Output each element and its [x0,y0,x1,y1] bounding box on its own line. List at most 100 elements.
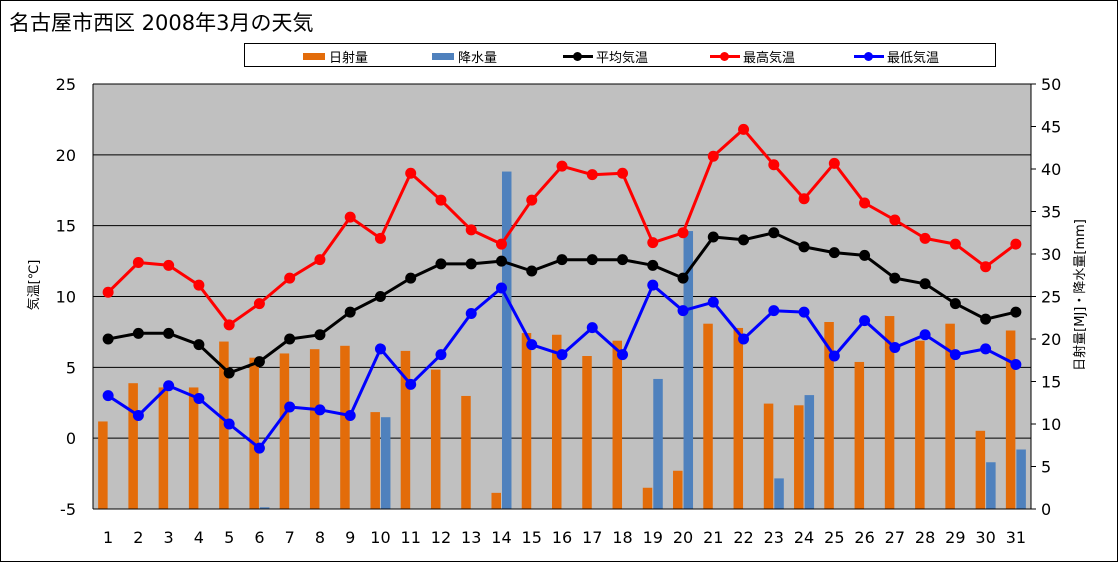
x-tick-label: 3 [164,528,174,547]
min-temp-point [132,410,144,421]
x-tick-label: 25 [824,528,844,547]
avg-temp-point [314,329,326,341]
avg-temp-point [980,313,992,325]
y-left-tick-label: -5 [60,500,76,519]
max-temp-point [949,238,961,250]
max-temp-point [647,237,659,249]
solar-bar [794,405,804,509]
solar-bar [945,323,955,509]
solar-bar [249,357,259,509]
solar-bar [975,430,986,509]
min-temp-point [253,442,265,454]
rain-bar [1016,449,1026,509]
solar-bar [703,323,713,509]
x-tick-label: 19 [643,528,663,547]
legend-swatch-avg-temp [563,51,593,61]
solar-bar [400,350,411,509]
x-tick-label: 13 [461,528,481,547]
avg-temp-point [677,272,689,284]
min-temp-point [859,315,871,327]
avg-temp-point [1010,306,1022,318]
solar-bar [612,340,623,509]
min-temp-point [314,404,326,416]
avg-temp-point [828,247,840,259]
max-temp-point [253,298,265,310]
max-temp-point [798,193,810,205]
rain-bar [774,478,784,509]
max-temp-point [465,224,477,236]
avg-temp-point [193,339,205,351]
y-right-tick-label: 20 [1041,330,1061,349]
rain-bar [259,507,270,509]
avg-temp-point [919,278,931,290]
avg-temp-point [435,258,447,270]
y-right-tick-label: 10 [1041,415,1061,434]
max-temp-point [556,160,568,172]
avg-temp-point [284,333,296,345]
y-right-tick-label: 50 [1041,75,1061,94]
x-tick-label: 18 [612,528,632,547]
rain-bar [380,417,391,509]
min-temp-point [102,390,114,402]
legend: 日射量 降水量 平均気温 最高気温 最低気温 [244,43,996,67]
max-temp-point [344,211,356,223]
min-temp-point [526,339,538,351]
x-tick-label: 27 [885,528,905,547]
x-tick-label: 9 [345,528,355,547]
x-tick-label: 5 [224,528,234,547]
min-temp-point [677,305,689,317]
max-temp-point [1010,238,1022,250]
y-left-tick-label: 5 [66,358,76,377]
min-temp-point [495,282,507,294]
min-temp-point [284,401,296,413]
solar-bar [128,383,138,509]
min-temp-point [193,393,205,404]
legend-label-solar: 日射量 [329,50,369,66]
max-temp-point [374,232,386,244]
x-tick-label: 21 [703,528,723,547]
avg-temp-point [344,306,356,318]
max-temp-point [980,261,992,273]
legend-item-avg-temp: 平均気温 [563,47,649,66]
y-right-tick-label: 45 [1041,118,1061,137]
x-tick-label: 12 [431,528,451,547]
y-left-tick-label: 25 [56,75,76,94]
solar-bar [673,470,683,509]
min-temp-point [828,350,840,362]
legend-label-max-temp: 最高気温 [743,50,796,66]
max-temp-point [132,257,144,268]
solar-bar [370,412,380,509]
avg-temp-point [586,254,598,266]
max-temp-point [495,238,507,250]
rain-bar [653,378,663,509]
avg-temp-point [859,249,871,261]
avg-temp-point [253,356,265,368]
avg-temp-point [798,241,810,253]
y-left-tick-label: 10 [56,288,76,307]
x-tick-label: 6 [254,528,264,547]
x-tick-label: 15 [522,528,542,547]
max-temp-point [889,214,901,226]
avg-temp-point [405,272,417,284]
max-temp-point [859,197,871,209]
legend-label-avg-temp: 平均気温 [596,50,649,66]
legend-swatch-max-temp [710,51,740,61]
avg-temp-point [132,327,144,339]
avg-temp-point [617,254,629,266]
avg-temp-point [102,333,114,345]
max-temp-point [586,169,598,181]
max-temp-point [617,167,629,179]
max-temp-point [435,194,447,206]
avg-temp-point [495,255,507,267]
rain-bar [683,231,694,510]
solar-bar [279,353,290,509]
legend-label-min-temp: 最低気温 [887,50,940,66]
solar-bar [552,334,562,509]
min-temp-point [435,349,447,361]
solar-bar [340,345,350,509]
max-temp-point [768,159,780,171]
avg-temp-point [889,272,901,284]
x-tick-label: 17 [582,528,602,547]
min-temp-point [707,296,719,308]
min-temp-point [163,380,175,392]
